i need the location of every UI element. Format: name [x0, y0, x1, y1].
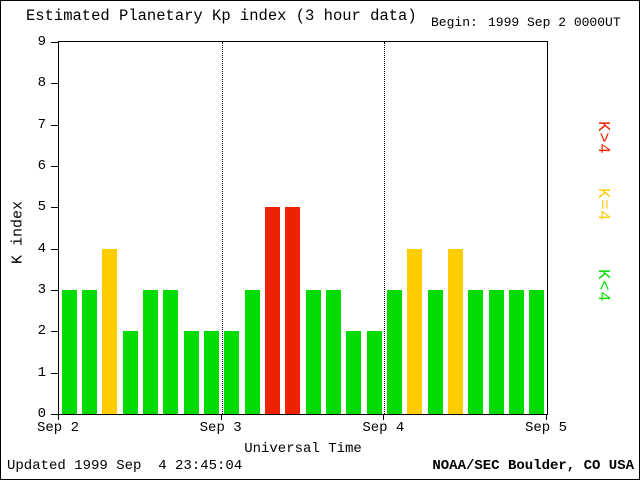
y-tick-mark [51, 414, 58, 415]
kp-bar [163, 290, 179, 414]
kp-bar [224, 331, 240, 414]
kp-bar [387, 290, 402, 414]
kp-bar [285, 207, 301, 414]
kp-bar [183, 331, 199, 414]
y-tick-mark [51, 372, 58, 374]
y-tick-mark [51, 248, 58, 250]
x-tick-mark [546, 415, 547, 420]
y-tick-label: 3 [37, 282, 46, 298]
begin-label: Begin: [431, 15, 478, 30]
y-tick-label: 4 [37, 240, 46, 257]
legend-k-above-4: K>4 [593, 121, 612, 155]
kp-bar [488, 290, 504, 414]
y-tick-mark [51, 166, 58, 167]
y-tick-label: 8 [37, 75, 46, 92]
y-tick-label: 6 [37, 158, 46, 174]
y-tick-label: 0 [37, 406, 46, 422]
x-tick-mark [58, 415, 59, 420]
y-tick-label: 7 [37, 116, 46, 133]
kp-bar [468, 290, 484, 414]
chart-title: Estimated Planetary Kp index (3 hour dat… [26, 7, 417, 25]
x-axis: Sep 2 Sep 3 Sep 4 Sep 5 [37, 415, 567, 451]
kp-bar [204, 331, 219, 414]
plot-area [58, 41, 548, 415]
updated-timestamp: Updated 1999 Sep 4 23:45:04 [7, 458, 243, 474]
y-tick-mark [51, 124, 58, 126]
y-tick-label: 5 [37, 199, 46, 216]
noaa-credit: NOAA/SEC Boulder, CO USA [432, 458, 634, 474]
y-tick-mark [51, 42, 58, 43]
legend-k-below-4: K<4 [593, 269, 612, 303]
x-tick-mark [220, 415, 222, 420]
kp-bar [305, 290, 321, 414]
x-axis-label: Universal Time [244, 441, 362, 457]
kp-bar [346, 331, 362, 414]
kp-bar [427, 290, 443, 414]
kp-bar [102, 248, 118, 414]
kp-bar [529, 290, 545, 414]
y-tick-mark [51, 83, 58, 85]
kp-bar [143, 290, 158, 414]
kp-bar [448, 248, 463, 414]
x-tick-label: Sep 2 [36, 420, 79, 436]
y-tick-mark [51, 207, 58, 209]
y-tick-label: 1 [37, 364, 46, 381]
x-tick-mark [383, 415, 385, 420]
kp-bar [265, 207, 280, 414]
kp-bar [407, 248, 423, 414]
y-tick-label: 9 [37, 34, 46, 50]
kp-bar [82, 290, 97, 414]
kp-bar [122, 331, 138, 414]
x-tick-label: Sep 4 [362, 420, 405, 436]
kp-bar [61, 290, 77, 414]
y-tick-mark [51, 331, 58, 333]
x-tick-label: Sep 3 [199, 420, 242, 436]
kp-bar [244, 290, 260, 414]
day-boundary-gridline [222, 42, 223, 414]
begin-time-value: 1999 Sep 2 0000UT [488, 15, 621, 30]
x-tick-label: Sep 5 [524, 420, 567, 436]
kp-bar [366, 331, 382, 414]
legend-k-equal-4: K=4 [593, 188, 612, 222]
kp-bar [509, 290, 524, 414]
y-tick-label: 2 [37, 323, 46, 340]
day-boundary-gridline [384, 42, 385, 414]
kp-bar [326, 290, 341, 414]
y-tick-mark [51, 290, 58, 291]
y-axis: 0 1 2 3 4 5 6 7 8 9 [1, 35, 58, 421]
